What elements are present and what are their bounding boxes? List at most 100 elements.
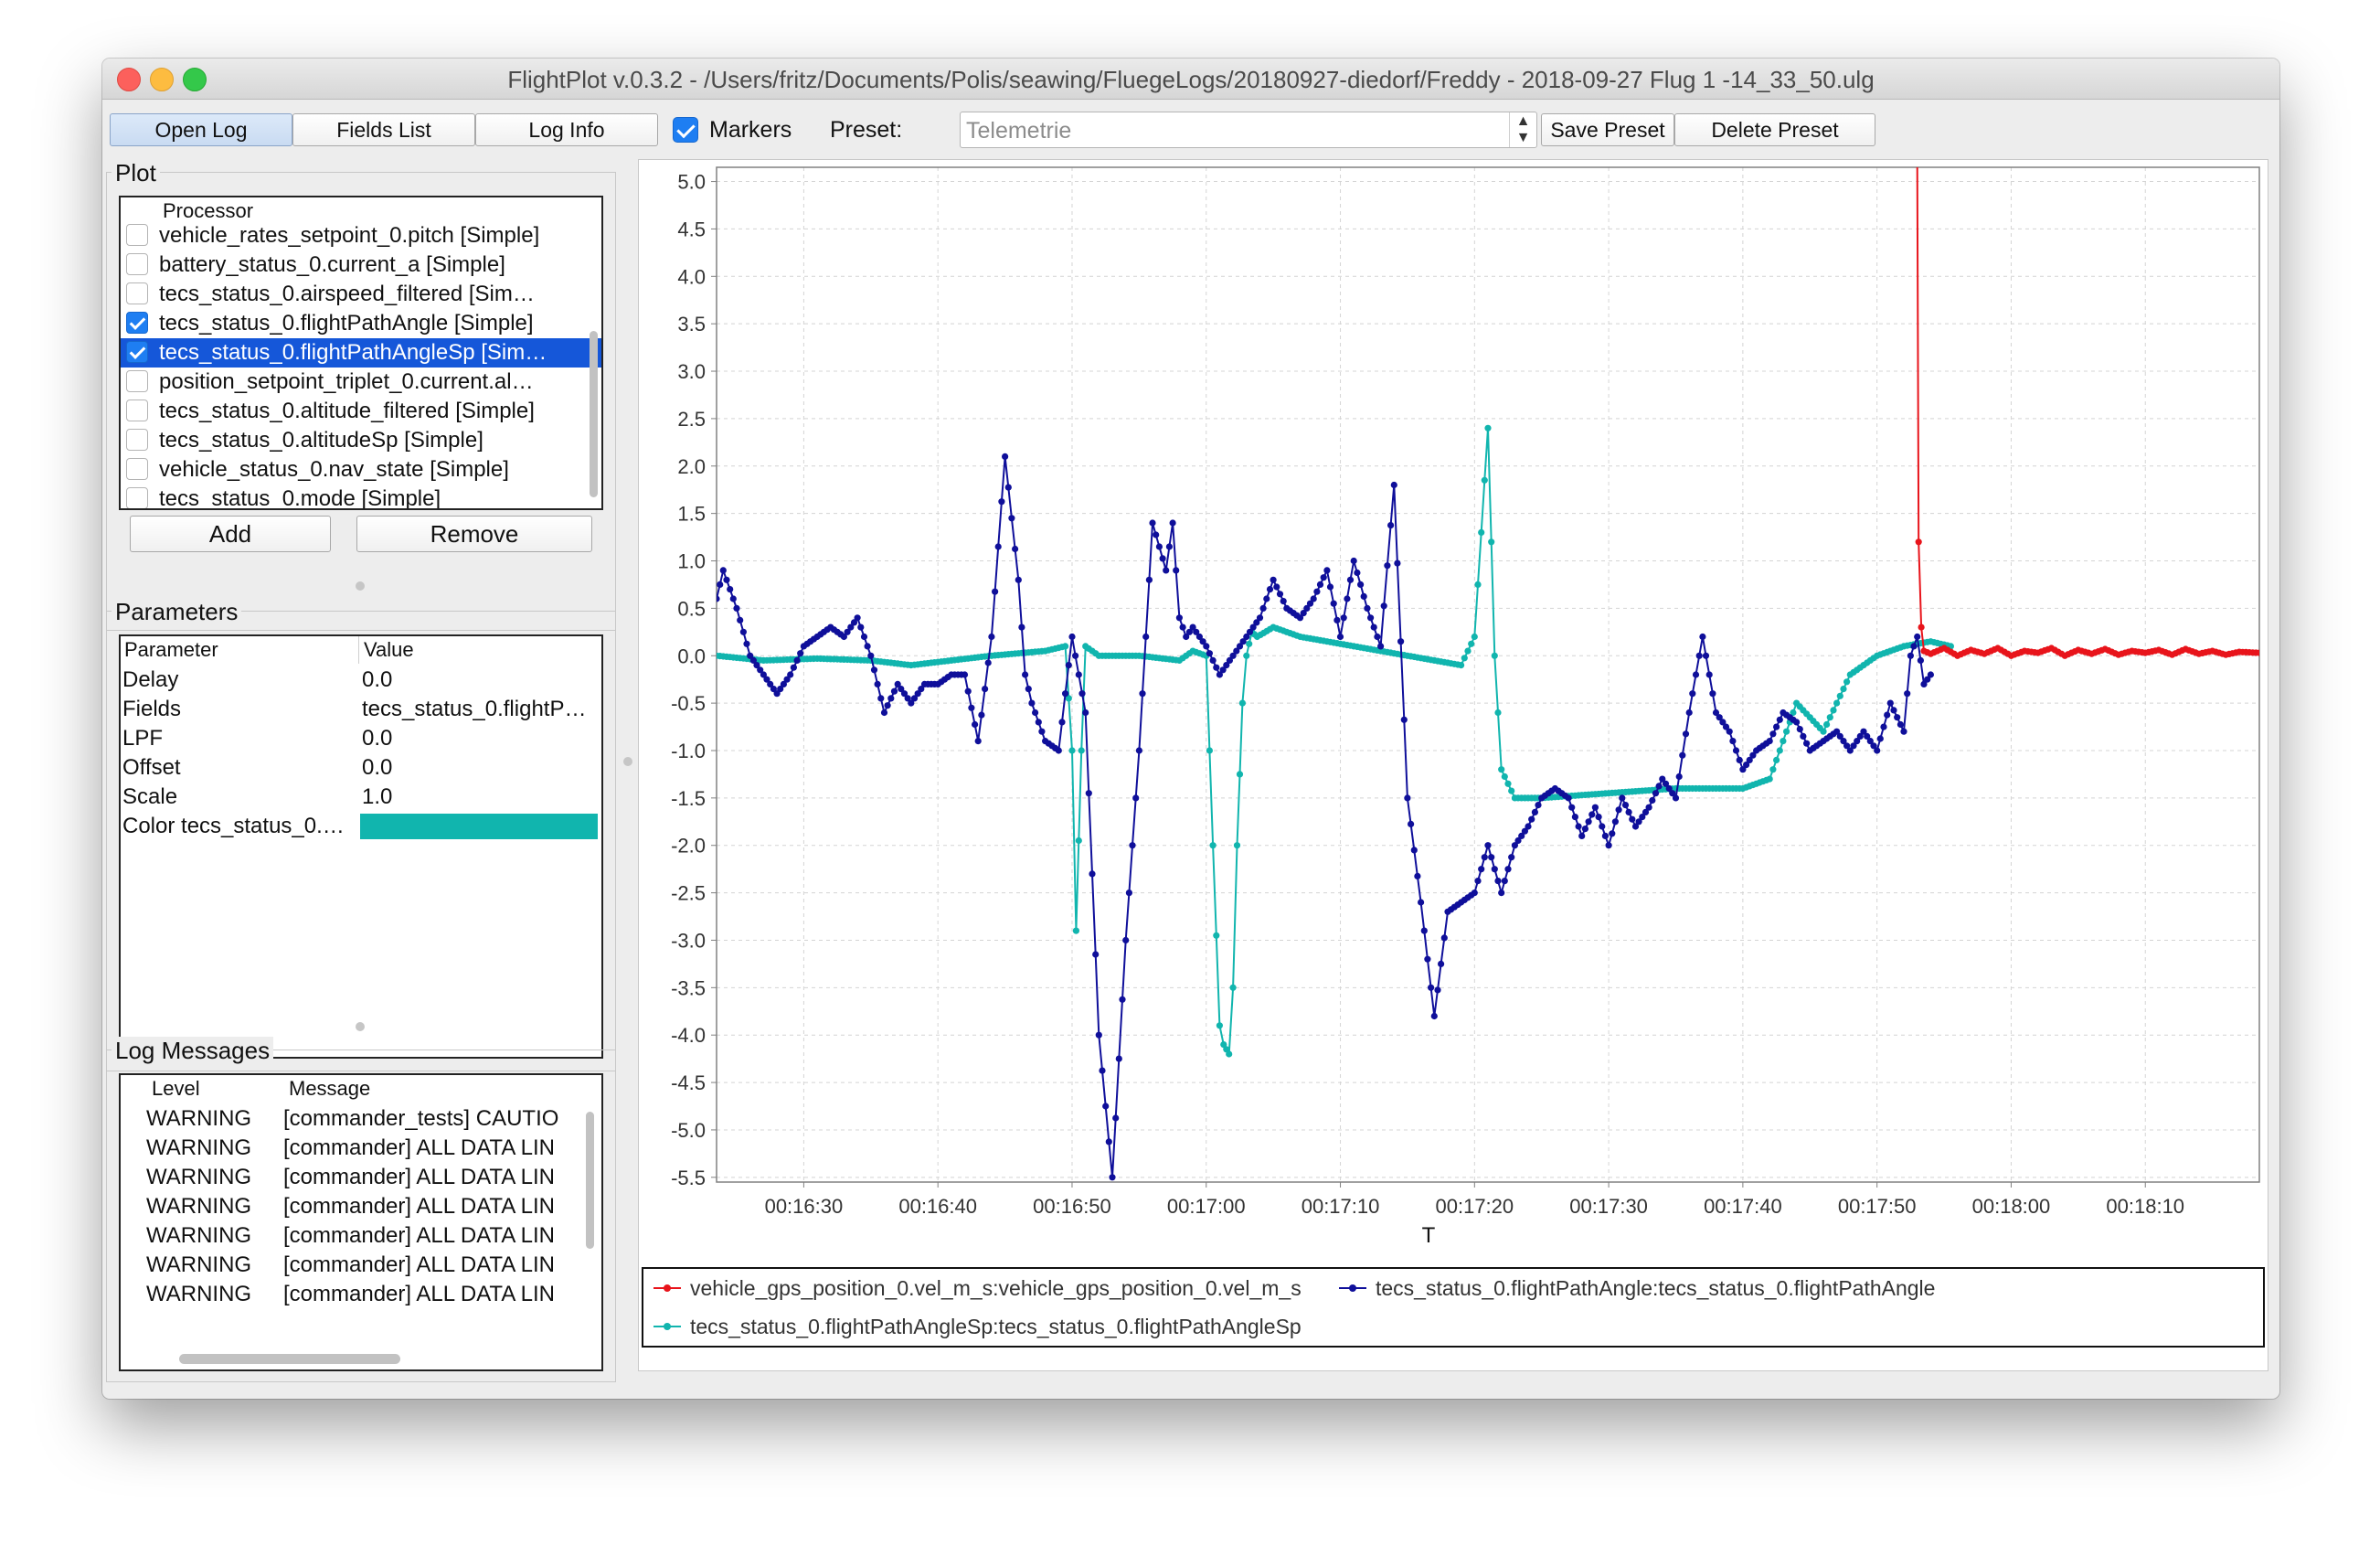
parameters-table[interactable]: Parameter Value Delay 0.0 Fields tecs_statu… — [119, 634, 603, 1059]
remove-button[interactable]: Remove — [356, 516, 592, 552]
processor-enable-checkbox[interactable] — [126, 400, 148, 421]
data-point — [978, 711, 985, 719]
log-message-row[interactable]: WARNING [commander] ALL DATA LIN — [121, 1251, 601, 1280]
processor-list-item[interactable]: tecs_status_0.flightPathAngleSp [Sim… — [121, 338, 601, 368]
processor-enable-checkbox[interactable] — [126, 487, 148, 508]
log-message: [commander] ALL DATA LIN — [283, 1194, 556, 1219]
data-point — [1233, 842, 1241, 849]
data-point — [1239, 638, 1247, 645]
processor-list-scrollbar[interactable] — [590, 331, 598, 497]
processor-enable-checkbox[interactable] — [126, 224, 148, 246]
splitter-handle[interactable] — [356, 581, 365, 591]
parameter-row[interactable]: Scale 1.0 — [121, 783, 601, 812]
parameter-row[interactable]: LPF 0.0 — [121, 724, 601, 753]
processor-list-item[interactable]: battery_status_0.current_a [Simple] — [121, 250, 601, 280]
data-point — [1609, 830, 1616, 837]
data-point — [1498, 766, 1505, 773]
data-point — [890, 687, 898, 695]
open-log-button[interactable]: Open Log — [110, 113, 292, 146]
processor-list-item[interactable]: vehicle_status_0.nav_state [Simple] — [121, 455, 601, 485]
plot-area[interactable]: 5.0 4.5 4.0 3.5 3.0 2.5 2.0 1.5 1.0 0.5 0.0 -0.5 -1.… — [638, 159, 2268, 1371]
vertical-splitter-handle[interactable] — [623, 757, 632, 766]
log-horizontal-scrollbar[interactable] — [179, 1354, 400, 1364]
log-message-row[interactable]: WARNING [commander_tests] CAUTIO — [121, 1104, 601, 1134]
parameter-value[interactable]: 0.0 — [362, 667, 393, 692]
color-swatch[interactable] — [360, 814, 598, 839]
data-point — [1615, 806, 1622, 814]
processor-column-header[interactable]: Processor — [163, 199, 254, 222]
column-separator — [358, 636, 359, 664]
data-point — [1012, 545, 1019, 553]
processor-enable-checkbox[interactable] — [126, 282, 148, 304]
data-point — [749, 656, 757, 665]
parameter-value[interactable]: 0.0 — [362, 726, 393, 751]
data-point — [1410, 847, 1418, 854]
close-window-button[interactable] — [117, 68, 141, 91]
data-point — [1330, 600, 1337, 607]
processor-list-item[interactable]: tecs_status_0.airspeed_filtered [Sim… — [121, 280, 601, 309]
processor-enable-checkbox[interactable] — [126, 341, 148, 363]
parameter-row[interactable]: Color tecs_status_0.… — [121, 812, 601, 841]
log-message-row[interactable]: WARNING [commander] ALL DATA LIN — [121, 1192, 601, 1221]
processor-list-item[interactable]: tecs_status_0.altitude_filtered [Simple] — [121, 397, 601, 426]
parameter-column-header[interactable]: Parameter — [124, 638, 218, 661]
markers-checkbox[interactable] — [673, 117, 698, 143]
data-point — [972, 720, 979, 729]
parameter-value[interactable]: 1.0 — [362, 784, 393, 809]
minimize-window-button[interactable] — [150, 68, 174, 91]
fields-list-button[interactable]: Fields List — [292, 113, 475, 146]
data-point — [1434, 986, 1441, 994]
x-tick-label: 00:17:50 — [1838, 1195, 1917, 1218]
log-message-row[interactable]: WARNING [commander] ALL DATA LIN — [121, 1134, 601, 1163]
log-message: [commander_tests] CAUTIO — [283, 1106, 559, 1131]
processor-list-item[interactable]: tecs_status_0.altitudeSp [Simple] — [121, 426, 601, 455]
toolbar: Open Log Fields List Log Info Markers Pr… — [102, 108, 2279, 148]
data-point — [1303, 604, 1311, 612]
maximize-window-button[interactable] — [183, 68, 207, 91]
processor-enable-checkbox[interactable] — [126, 312, 148, 334]
processor-list-item[interactable]: position_setpoint_triplet_0.current.al… — [121, 368, 601, 397]
data-point — [964, 687, 972, 695]
processor-list-item[interactable]: tecs_status_0.flightPathAngle [Simple] — [121, 309, 601, 338]
level-column-header[interactable]: Level — [152, 1077, 200, 1100]
processor-enable-checkbox[interactable] — [126, 429, 148, 451]
processor-list-item[interactable]: vehicle_rates_setpoint_0.pitch [Simple] — [121, 221, 601, 250]
data-point — [1649, 796, 1656, 804]
processor-enable-checkbox[interactable] — [126, 370, 148, 392]
processor-list[interactable]: Processor vehicle_rates_setpoint_0.pitch… — [119, 196, 603, 510]
log-info-button[interactable]: Log Info — [475, 113, 658, 146]
log-messages-table[interactable]: Level Message WARNING [commander_tests] C… — [119, 1073, 603, 1371]
data-point — [1233, 647, 1240, 655]
data-point — [1072, 927, 1079, 934]
data-point — [760, 671, 767, 678]
log-message-row[interactable]: WARNING [commander] ALL DATA LIN — [121, 1163, 601, 1192]
log-vertical-scrollbar[interactable] — [586, 1112, 594, 1249]
data-point — [1481, 476, 1488, 484]
data-point — [854, 614, 861, 622]
log-message-row[interactable]: WARNING [commander] ALL DATA LIN — [121, 1280, 601, 1309]
save-preset-button[interactable]: Save Preset — [1541, 113, 1674, 146]
processor-enable-checkbox[interactable] — [126, 458, 148, 480]
data-point — [1709, 690, 1716, 698]
data-point — [1008, 515, 1015, 522]
processor-list-item[interactable]: tecs_status_0.mode [Simple] — [121, 485, 601, 508]
data-point — [992, 588, 999, 595]
x-tick-label: 00:17:00 — [1167, 1195, 1246, 1218]
parameter-row[interactable]: Fields tecs_status_0.flightP… — [121, 695, 601, 724]
parameter-row[interactable]: Delay 0.0 — [121, 666, 601, 695]
add-button[interactable]: Add — [130, 516, 331, 552]
parameter-value[interactable]: 0.0 — [362, 755, 393, 780]
up-down-arrows-icon[interactable]: ▲ ▼ — [1509, 112, 1536, 147]
data-point — [1219, 666, 1227, 674]
delete-preset-button[interactable]: Delete Preset — [1674, 113, 1875, 146]
value-column-header[interactable]: Value — [364, 638, 414, 661]
processor-enable-checkbox[interactable] — [126, 253, 148, 275]
preset-combobox[interactable]: Telemetrie ▲ ▼ — [960, 112, 1537, 148]
parameter-row[interactable]: Offset 0.0 — [121, 753, 601, 783]
log-message-row[interactable]: WARNING [commander] ALL DATA LIN — [121, 1221, 601, 1251]
message-column-header[interactable]: Message — [289, 1077, 371, 1100]
flight-path-chart[interactable]: 5.0 4.5 4.0 3.5 3.0 2.5 2.0 1.5 1.0 0.5 0.0 -0.5 -1.… — [639, 160, 2268, 1370]
parameter-value[interactable]: tecs_status_0.flightP… — [362, 697, 587, 721]
splitter-handle[interactable] — [356, 1022, 365, 1031]
data-point — [1525, 823, 1532, 830]
